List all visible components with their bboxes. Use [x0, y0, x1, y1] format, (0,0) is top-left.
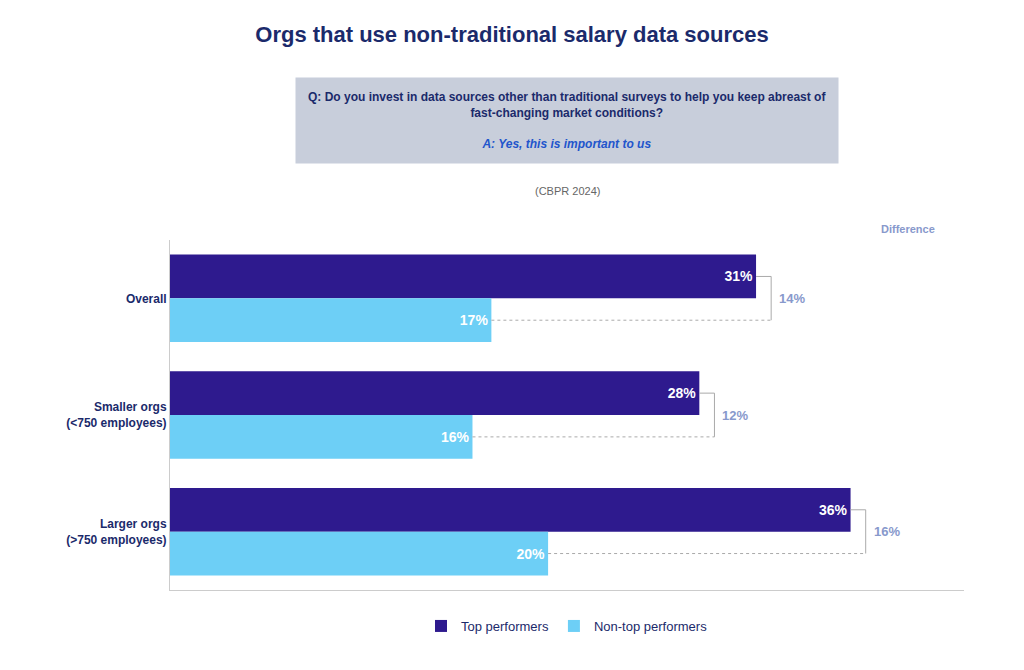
svg-text:12%: 12% [722, 408, 748, 423]
svg-text:(CBPR 2024): (CBPR 2024) [535, 185, 600, 197]
svg-text:Non-top performers: Non-top performers [594, 619, 707, 634]
svg-text:Overall: Overall [126, 292, 167, 306]
svg-text:31%: 31% [724, 268, 753, 284]
svg-text:Q: Do you invest in data sourc: Q: Do you invest in data sources other t… [308, 90, 826, 151]
svg-text:Smaller orgs(<750 employees): Smaller orgs(<750 employees) [66, 400, 167, 430]
svg-text:20%: 20% [517, 546, 546, 562]
svg-text:Larger orgs(>750 employees): Larger orgs(>750 employees) [66, 517, 167, 547]
svg-text:Top performers: Top performers [461, 619, 549, 634]
svg-text:36%: 36% [819, 502, 848, 518]
svg-text:28%: 28% [668, 385, 697, 401]
svg-text:Orgs that use non-traditional: Orgs that use non-traditional salary dat… [255, 22, 768, 47]
svg-text:17%: 17% [460, 312, 489, 328]
svg-text:Difference: Difference [881, 223, 935, 235]
svg-text:16%: 16% [441, 429, 470, 445]
svg-text:16%: 16% [874, 524, 900, 539]
svg-text:14%: 14% [779, 291, 805, 306]
